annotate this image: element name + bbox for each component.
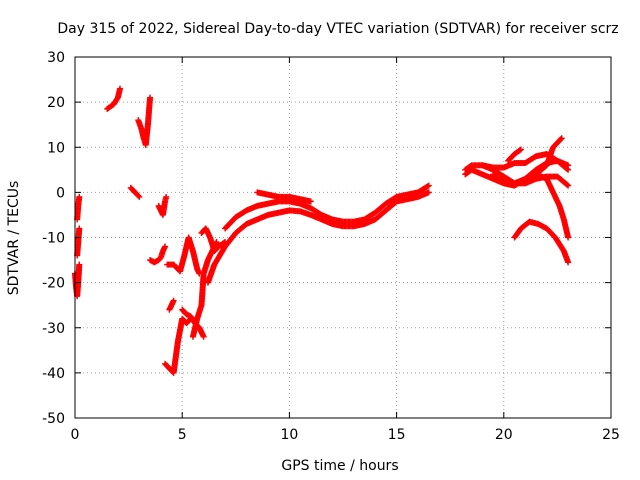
series-arc-22 [505, 146, 524, 164]
series-arc-13 [189, 239, 220, 340]
y-tick-label: -30 [42, 321, 65, 337]
data-point [516, 147, 523, 154]
x-tick-label: 0 [71, 427, 80, 443]
data-point [163, 193, 170, 200]
y-tick-label: 30 [47, 50, 65, 66]
data-point [565, 234, 572, 241]
data-point [117, 85, 124, 92]
series-arc-12 [179, 306, 207, 340]
series-arc-07 [147, 243, 169, 266]
x-tick-label: 15 [388, 427, 406, 443]
series-arc-04 [104, 85, 124, 112]
series-arc-17 [254, 189, 314, 205]
data-points [72, 85, 572, 376]
series-arc-16 [222, 182, 432, 232]
data-point [307, 198, 314, 205]
x-tick-label: 20 [495, 427, 513, 443]
series-arc-05 [127, 184, 143, 200]
x-tick-label: 10 [280, 427, 298, 443]
grid [75, 57, 611, 418]
y-tick-label: 0 [56, 185, 65, 201]
y-tick-label: -40 [42, 366, 65, 382]
data-point [162, 243, 169, 250]
y-tick-label: -50 [42, 411, 65, 427]
series-arc-14 [198, 225, 229, 255]
series-arc-01 [72, 261, 83, 300]
data-point [136, 193, 143, 200]
data-point [557, 136, 564, 143]
series-arc-06 [135, 94, 154, 148]
series-arc-15 [204, 189, 432, 286]
y-tick-label: 20 [47, 95, 65, 111]
series-arc-23 [532, 171, 572, 241]
y-tick-label: 10 [47, 140, 65, 156]
data-point [76, 193, 83, 200]
y-tick-label: -10 [42, 231, 65, 247]
chart-title: Day 315 of 2022, Sidereal Day-to-day VTE… [57, 21, 618, 37]
y-tick-label: -20 [42, 276, 65, 292]
data-point [147, 94, 154, 101]
series-arc-02 [74, 225, 83, 259]
x-axis-label: GPS time / hours [281, 458, 398, 474]
x-tick-label: 25 [602, 427, 620, 443]
data-point [425, 182, 432, 189]
x-tick-label: 5 [178, 427, 187, 443]
data-point [517, 146, 524, 153]
data-point [425, 189, 432, 196]
data-point [565, 182, 572, 189]
data-point [76, 225, 83, 232]
data-point [565, 162, 572, 169]
series-arc-21 [490, 171, 572, 189]
data-point [564, 181, 571, 188]
data-point [565, 259, 572, 266]
data-point [135, 192, 142, 199]
data-point [558, 135, 565, 142]
data-point [76, 261, 83, 268]
series-arc-10 [166, 297, 177, 313]
data-point [200, 333, 207, 340]
y-axis-label: SDTVAR / TECUs [6, 181, 22, 296]
series-arc-08 [155, 193, 170, 218]
series-arc-11 [164, 234, 203, 277]
series-arc-24 [511, 218, 572, 266]
axis-ticks: 0 5 10 15 20 25 -50 -40 -30 -20 -10 0 10 20 30 [42, 50, 620, 443]
data-point [170, 297, 177, 304]
